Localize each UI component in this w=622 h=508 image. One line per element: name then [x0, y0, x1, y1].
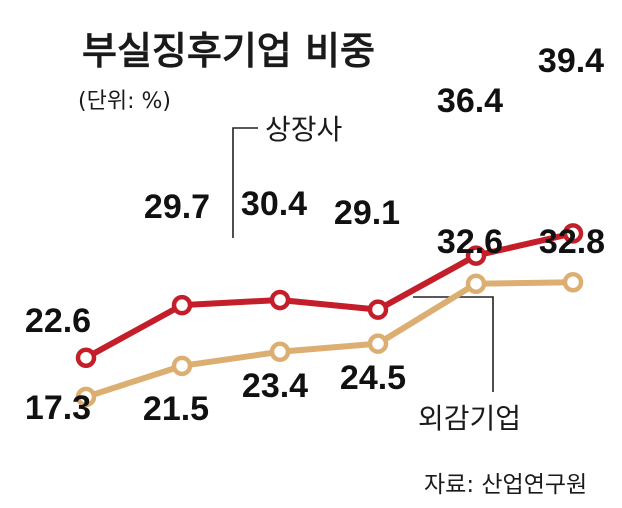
chart-marks: 22.6 29.7 30.4 29.1 36.4 39.4 17.3 21.5 23.4 24.5…	[25, 42, 605, 428]
data-label-listed: 30.4	[241, 185, 307, 223]
unit-label: (단위: %)	[78, 89, 171, 114]
listed-label-leader	[232, 127, 258, 238]
data-point-external-audit	[465, 273, 487, 294]
data-label-listed: 29.7	[144, 188, 210, 226]
data-point-listed	[367, 299, 389, 320]
data-label-listed: 36.4	[437, 82, 503, 120]
data-point-listed	[269, 289, 291, 311]
data-point-external-audit	[562, 271, 584, 293]
data-label-listed: 22.6	[25, 302, 91, 340]
data-point-external-audit	[367, 333, 389, 354]
data-label-external-audit: 23.4	[242, 367, 308, 405]
chart-title: 부실징후기업 비중	[82, 29, 375, 73]
data-label-external-audit: 32.8	[539, 223, 605, 261]
series-line-listed	[83, 230, 576, 361]
data-label-external-audit: 24.5	[340, 359, 406, 397]
data-point-external-audit	[269, 341, 291, 363]
external-audit-label-leader	[413, 296, 494, 392]
data-label-external-audit: 17.3	[25, 389, 91, 427]
data-label-listed: 39.4	[538, 42, 604, 80]
data-point-listed	[75, 347, 97, 368]
series-label-external-audit: 외감기업	[418, 402, 521, 435]
data-point-listed	[171, 294, 193, 316]
series-label-listed: 상장사	[265, 113, 342, 146]
data-point-listed	[465, 245, 487, 266]
data-point-listed	[562, 223, 584, 244]
data-label-listed: 29.1	[334, 194, 400, 232]
data-label-external-audit: 32.6	[437, 223, 503, 261]
series-line-external-audit	[83, 279, 576, 400]
data-label-external-audit: 21.5	[143, 390, 209, 428]
data-point-external-audit	[75, 386, 97, 408]
source-note: 자료: 산업연구원	[424, 472, 587, 498]
data-point-external-audit	[171, 355, 193, 377]
